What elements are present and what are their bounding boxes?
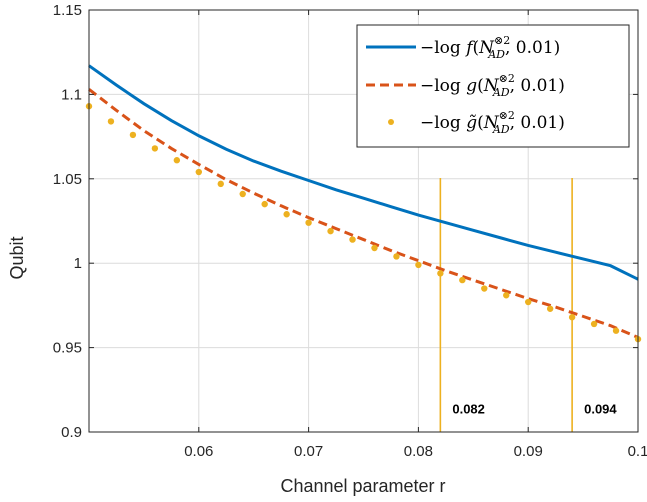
- legend-swatch-gtilde: [388, 119, 394, 125]
- y-tick-label: 0.9: [61, 424, 82, 441]
- vertical-line-label: 0.082: [452, 401, 485, 416]
- series-point: [503, 292, 510, 299]
- series-point: [327, 227, 334, 235]
- series-line-f: [88, 64, 639, 281]
- y-axis-label: Qubit: [7, 236, 27, 279]
- y-tick-label: 1: [74, 255, 82, 272]
- vertical-line-label: 0.094: [584, 401, 617, 416]
- y-tick-label: 1.05: [53, 171, 82, 188]
- series-point: [173, 157, 181, 164]
- series-point: [612, 327, 620, 334]
- x-tick-label: 0.09: [514, 443, 543, 460]
- series-point: [546, 305, 554, 312]
- series-point: [568, 314, 576, 321]
- series-point: [151, 145, 159, 152]
- series-point: [437, 270, 444, 277]
- series-point: [305, 219, 312, 226]
- series-point: [415, 261, 422, 269]
- series-point: [459, 276, 466, 284]
- series-point: [393, 253, 400, 260]
- series-point: [261, 200, 268, 208]
- y-axis-ticks: 0.9 0.95 1 1.05 1.1 1.15: [53, 2, 638, 441]
- series-point: [239, 190, 246, 198]
- legend: −log f(N⊗2 AD, 0.01) −log g(N⊗2 AD, 0.01) …: [356, 24, 630, 148]
- y-tick-label: 0.95: [53, 340, 82, 357]
- x-tick-label: 0.08: [404, 443, 433, 460]
- x-axis-ticks: 0.06 0.07 0.08 0.09 0.1: [184, 10, 647, 460]
- series-point: [195, 168, 202, 176]
- series-point: [481, 285, 488, 292]
- series-line-g: [88, 88, 639, 339]
- series-point: [129, 131, 137, 139]
- series-point: [217, 180, 224, 188]
- legend-entry-f: −log f(N⊗2 AD, 0.01): [420, 34, 560, 61]
- y-tick-label: 1.1: [61, 86, 82, 103]
- series-point: [371, 244, 378, 252]
- annotation-labels: 0.082 0.094: [452, 401, 617, 416]
- legend-entry-g: −log g(N⊗2 AD, 0.01): [420, 72, 565, 99]
- series-point: [349, 236, 356, 243]
- series-point: [525, 298, 532, 306]
- y-tick-label: 1.15: [53, 2, 82, 19]
- plot-frame: [88, 9, 639, 433]
- legend-entry-gtilde: −log g̃(N⊗2 AD, 0.01): [420, 109, 565, 136]
- x-axis-label: Channel parameter r: [280, 476, 445, 496]
- series-point: [590, 320, 598, 328]
- series-point: [283, 211, 290, 218]
- x-tick-label: 0.07: [294, 443, 323, 460]
- x-tick-label: 0.06: [184, 443, 213, 460]
- series-layer: [85, 64, 642, 343]
- series-point: [107, 118, 115, 125]
- x-tick-label: 0.1: [628, 443, 647, 460]
